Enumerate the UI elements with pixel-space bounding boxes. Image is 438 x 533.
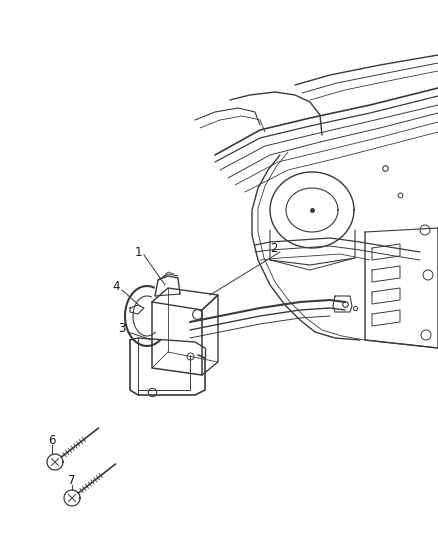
Text: 1: 1 [134,246,142,259]
Text: 2: 2 [270,241,278,254]
Text: 3: 3 [118,321,126,335]
Text: 6: 6 [48,433,56,447]
Text: 4: 4 [112,279,120,293]
Text: 7: 7 [68,473,76,487]
